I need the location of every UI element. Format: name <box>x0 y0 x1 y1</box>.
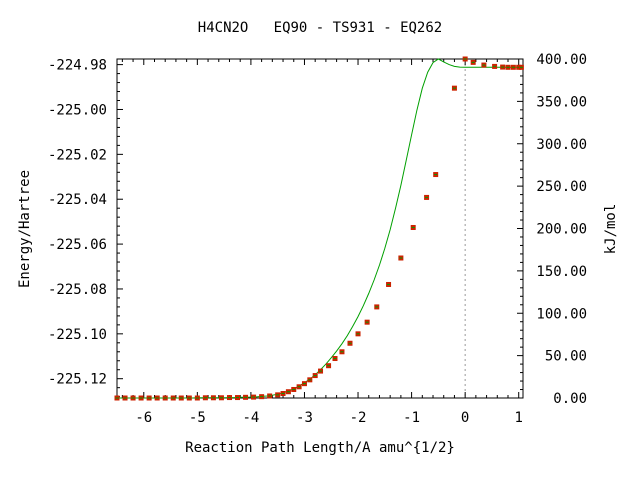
plot-area: -6 -5 -4 -3 -2 -1 0 1 -225.12 -225.10 -225.08 -225.… <box>48 52 587 426</box>
y-tick-label: -225.00 <box>48 102 107 118</box>
plot-frame <box>116 58 524 399</box>
y2-tick-label: 250.00 <box>536 179 587 195</box>
y-axis-label: Energy/Hartree <box>17 170 33 288</box>
y-tick-label: -225.12 <box>48 372 107 388</box>
x-tick-label: 1 <box>514 410 522 426</box>
y2-tick-label: 100.00 <box>536 306 587 322</box>
y2-tick-label: 50.00 <box>545 349 587 365</box>
y2-tick-label: 200.00 <box>536 222 587 238</box>
x-tick-label: -3 <box>296 410 313 426</box>
y-tick-label: -225.06 <box>48 237 107 253</box>
x-tick-label: -1 <box>403 410 420 426</box>
x-tick-label: 0 <box>461 410 469 426</box>
y-tick-label: -224.98 <box>48 58 107 74</box>
x-axis-label: Reaction Path Length/A amu^{1/2} <box>185 440 455 456</box>
y-tick-label: -225.10 <box>48 327 107 343</box>
y2-tick-label: 400.00 <box>536 52 587 68</box>
y-tick-label: -225.02 <box>48 147 107 163</box>
y2-tick-label: 150.00 <box>536 264 587 280</box>
x-tick-label: -4 <box>242 410 259 426</box>
energy-profile-line <box>117 58 523 399</box>
y-tick-label: -225.08 <box>48 282 107 298</box>
x-tick-label: -6 <box>135 410 152 426</box>
x-tick-label: -5 <box>189 410 206 426</box>
y2-axis-label: kJ/mol <box>603 204 619 255</box>
y2-tick-label: 350.00 <box>536 94 587 110</box>
y-tick-label: -225.04 <box>48 192 107 208</box>
y2-tick-label: 0.00 <box>553 391 587 407</box>
chart-title: H4CN2O EQ90 - TS931 - EQ262 <box>198 20 442 36</box>
y2-tick-label: 300.00 <box>536 137 587 153</box>
x-tick-label: -2 <box>350 410 367 426</box>
